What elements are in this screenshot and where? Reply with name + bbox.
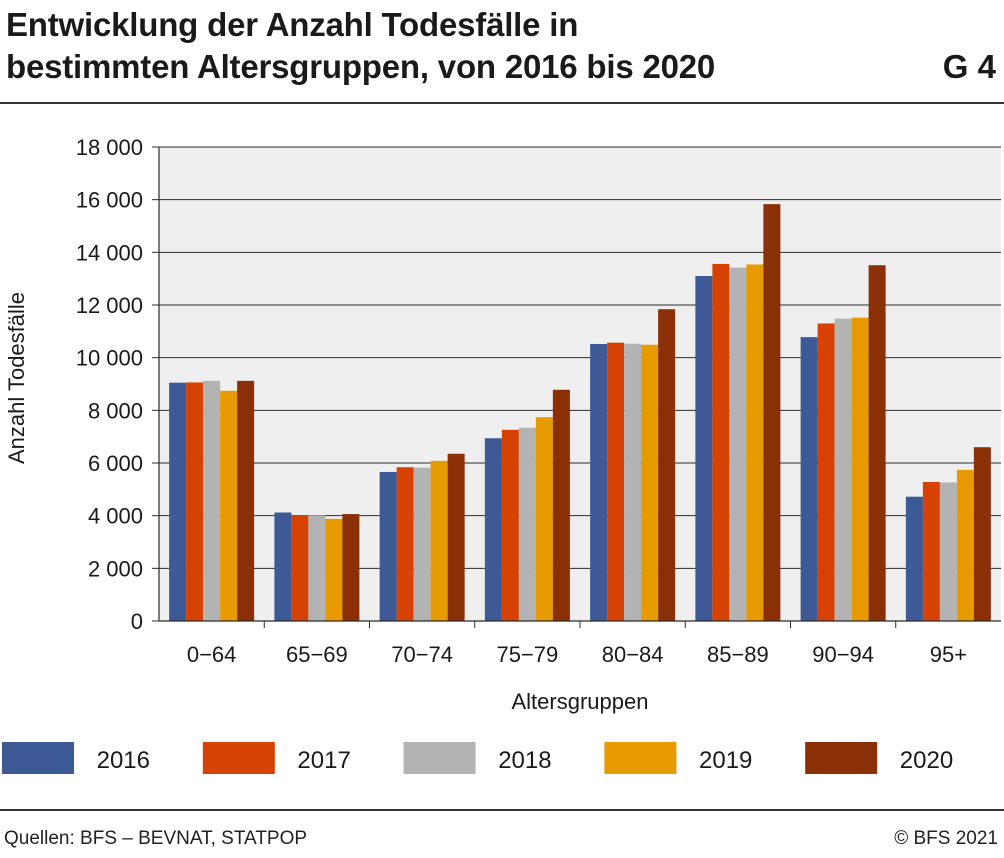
bar-2018-6: [834, 318, 852, 621]
footer-divider: [0, 809, 1004, 811]
y-axis-label: Anzahl Todesfälle: [4, 292, 29, 464]
y-tick-label: 2 000: [88, 556, 143, 581]
y-tick-label: 12 000: [76, 293, 143, 318]
legend-swatch-2016: [2, 742, 74, 774]
bar-2016-0: [169, 382, 187, 621]
x-tick-label: 80−84: [602, 642, 664, 667]
legend-swatch-2017: [202, 742, 275, 774]
bar-2018-1: [308, 515, 326, 621]
bar-2019-3: [535, 417, 553, 621]
x-axis-ticks: 0−64 65−69 70−74 75−79 80−84 85−89 90−94 95+: [187, 621, 967, 667]
legend-label-2020: 2020: [900, 747, 953, 774]
bar-2017-4: [607, 342, 625, 621]
bar-2018-0: [203, 380, 221, 621]
legend-swatch-2019: [604, 742, 677, 774]
legend-swatch-2020: [805, 742, 878, 774]
y-tick-label: 4 000: [88, 504, 143, 529]
bar-2020-1: [342, 514, 360, 621]
bar-2016-1: [274, 512, 292, 621]
bar-2017-7: [922, 481, 940, 621]
chart-title-line-2: bestimmten Altersgruppen, von 2016 bis 2…: [6, 48, 716, 85]
header-divider: [0, 102, 1004, 104]
x-axis-label: Altersgruppen: [512, 689, 649, 714]
legend: 2016 2017 2018 2019 2020: [2, 742, 953, 774]
bar-2017-3: [501, 429, 519, 621]
bar-chart: 0 2 000 4 000 6 000 8 000 10 000 12 000 14 000 1…: [2, 135, 1001, 774]
y-tick-label: 16 000: [76, 188, 143, 213]
bar-2020-2: [447, 453, 465, 621]
bar-2018-4: [624, 343, 642, 621]
y-tick-label: 0: [131, 609, 143, 634]
bar-2016-7: [905, 496, 923, 621]
legend-label-2017: 2017: [297, 747, 350, 774]
x-tick-label: 95+: [930, 642, 967, 667]
bar-2019-4: [641, 344, 659, 621]
bar-2020-6: [868, 265, 886, 621]
bar-2019-7: [956, 469, 974, 621]
y-axis-ticks: 0 2 000 4 000 6 000 8 000 10 000 12 000 14 000 1…: [76, 135, 159, 634]
legend-label-2016: 2016: [97, 747, 150, 774]
bar-2020-5: [763, 204, 781, 622]
bar-2020-4: [658, 309, 676, 621]
y-tick-label: 10 000: [76, 346, 143, 371]
bar-series: [169, 204, 991, 622]
bar-2018-2: [413, 467, 431, 621]
bar-2017-0: [186, 382, 204, 621]
x-tick-label: 70−74: [391, 642, 453, 667]
bar-2019-5: [746, 264, 764, 621]
bar-2019-1: [325, 518, 343, 621]
bar-2016-4: [590, 343, 608, 621]
bar-2019-6: [851, 317, 869, 621]
bar-2019-0: [220, 390, 238, 621]
figure-number: G 4: [942, 48, 996, 85]
y-tick-label: 6 000: [88, 451, 143, 476]
source-note: Quellen: BFS – BEVNAT, STATPOP: [4, 828, 308, 849]
bar-2016-2: [379, 471, 397, 621]
bar-2020-7: [973, 447, 991, 621]
bar-2018-5: [729, 267, 747, 621]
bar-2019-2: [430, 460, 448, 621]
x-tick-label: 90−94: [812, 642, 874, 667]
legend-label-2018: 2018: [498, 747, 551, 774]
bar-2018-3: [518, 427, 536, 621]
legend-label-2019: 2019: [699, 747, 752, 774]
bar-2017-5: [712, 263, 730, 621]
x-tick-label: 0−64: [187, 642, 237, 667]
bar-2017-6: [817, 323, 835, 621]
bar-2016-6: [800, 337, 818, 621]
bar-2017-1: [291, 515, 309, 621]
bar-2017-2: [396, 467, 414, 621]
y-tick-label: 14 000: [76, 240, 143, 265]
legend-swatch-2018: [403, 742, 476, 774]
y-tick-label: 18 000: [76, 135, 143, 160]
x-tick-label: 85−89: [707, 642, 769, 667]
x-tick-label: 75−79: [496, 642, 558, 667]
copyright-note: © BFS 2021: [894, 828, 998, 849]
y-tick-label: 8 000: [88, 398, 143, 423]
bar-2020-3: [552, 389, 570, 621]
chart-title: Entwicklung der Anzahl Todesfälle in bes…: [6, 4, 906, 88]
chart-title-line-1: Entwicklung der Anzahl Todesfälle in: [6, 6, 579, 43]
bar-2016-5: [695, 276, 713, 621]
bar-2018-7: [939, 482, 957, 621]
x-tick-label: 65−69: [286, 642, 348, 667]
bar-2016-3: [484, 438, 502, 621]
bar-2020-0: [237, 380, 255, 621]
